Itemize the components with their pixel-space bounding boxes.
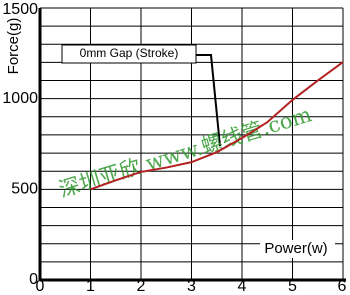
x-tick-label: 1 (86, 278, 95, 295)
annotation-arrow (196, 54, 221, 147)
x-tick-label: 5 (288, 278, 297, 295)
y-tick-label: 0 (29, 271, 38, 288)
y-axis-label: Force(g) (5, 18, 22, 75)
x-tick-label: 2 (137, 278, 146, 295)
x-label-bg (260, 240, 335, 258)
y-tick-label: 1500 (2, 1, 38, 18)
x-tick-label: 6 (338, 278, 347, 295)
y-tick-label: 500 (11, 181, 38, 198)
x-tick-label: 4 (238, 278, 247, 295)
annotation-box (61, 44, 197, 64)
x-tick-label: 3 (187, 278, 196, 295)
series-line (90, 61, 344, 191)
x-axis-label: Power(w) (264, 240, 327, 257)
y-tick-label: 1000 (2, 90, 38, 107)
annotation: 0mm Gap (Stroke) (80, 46, 179, 60)
x-tick-label: 0 (36, 278, 45, 295)
